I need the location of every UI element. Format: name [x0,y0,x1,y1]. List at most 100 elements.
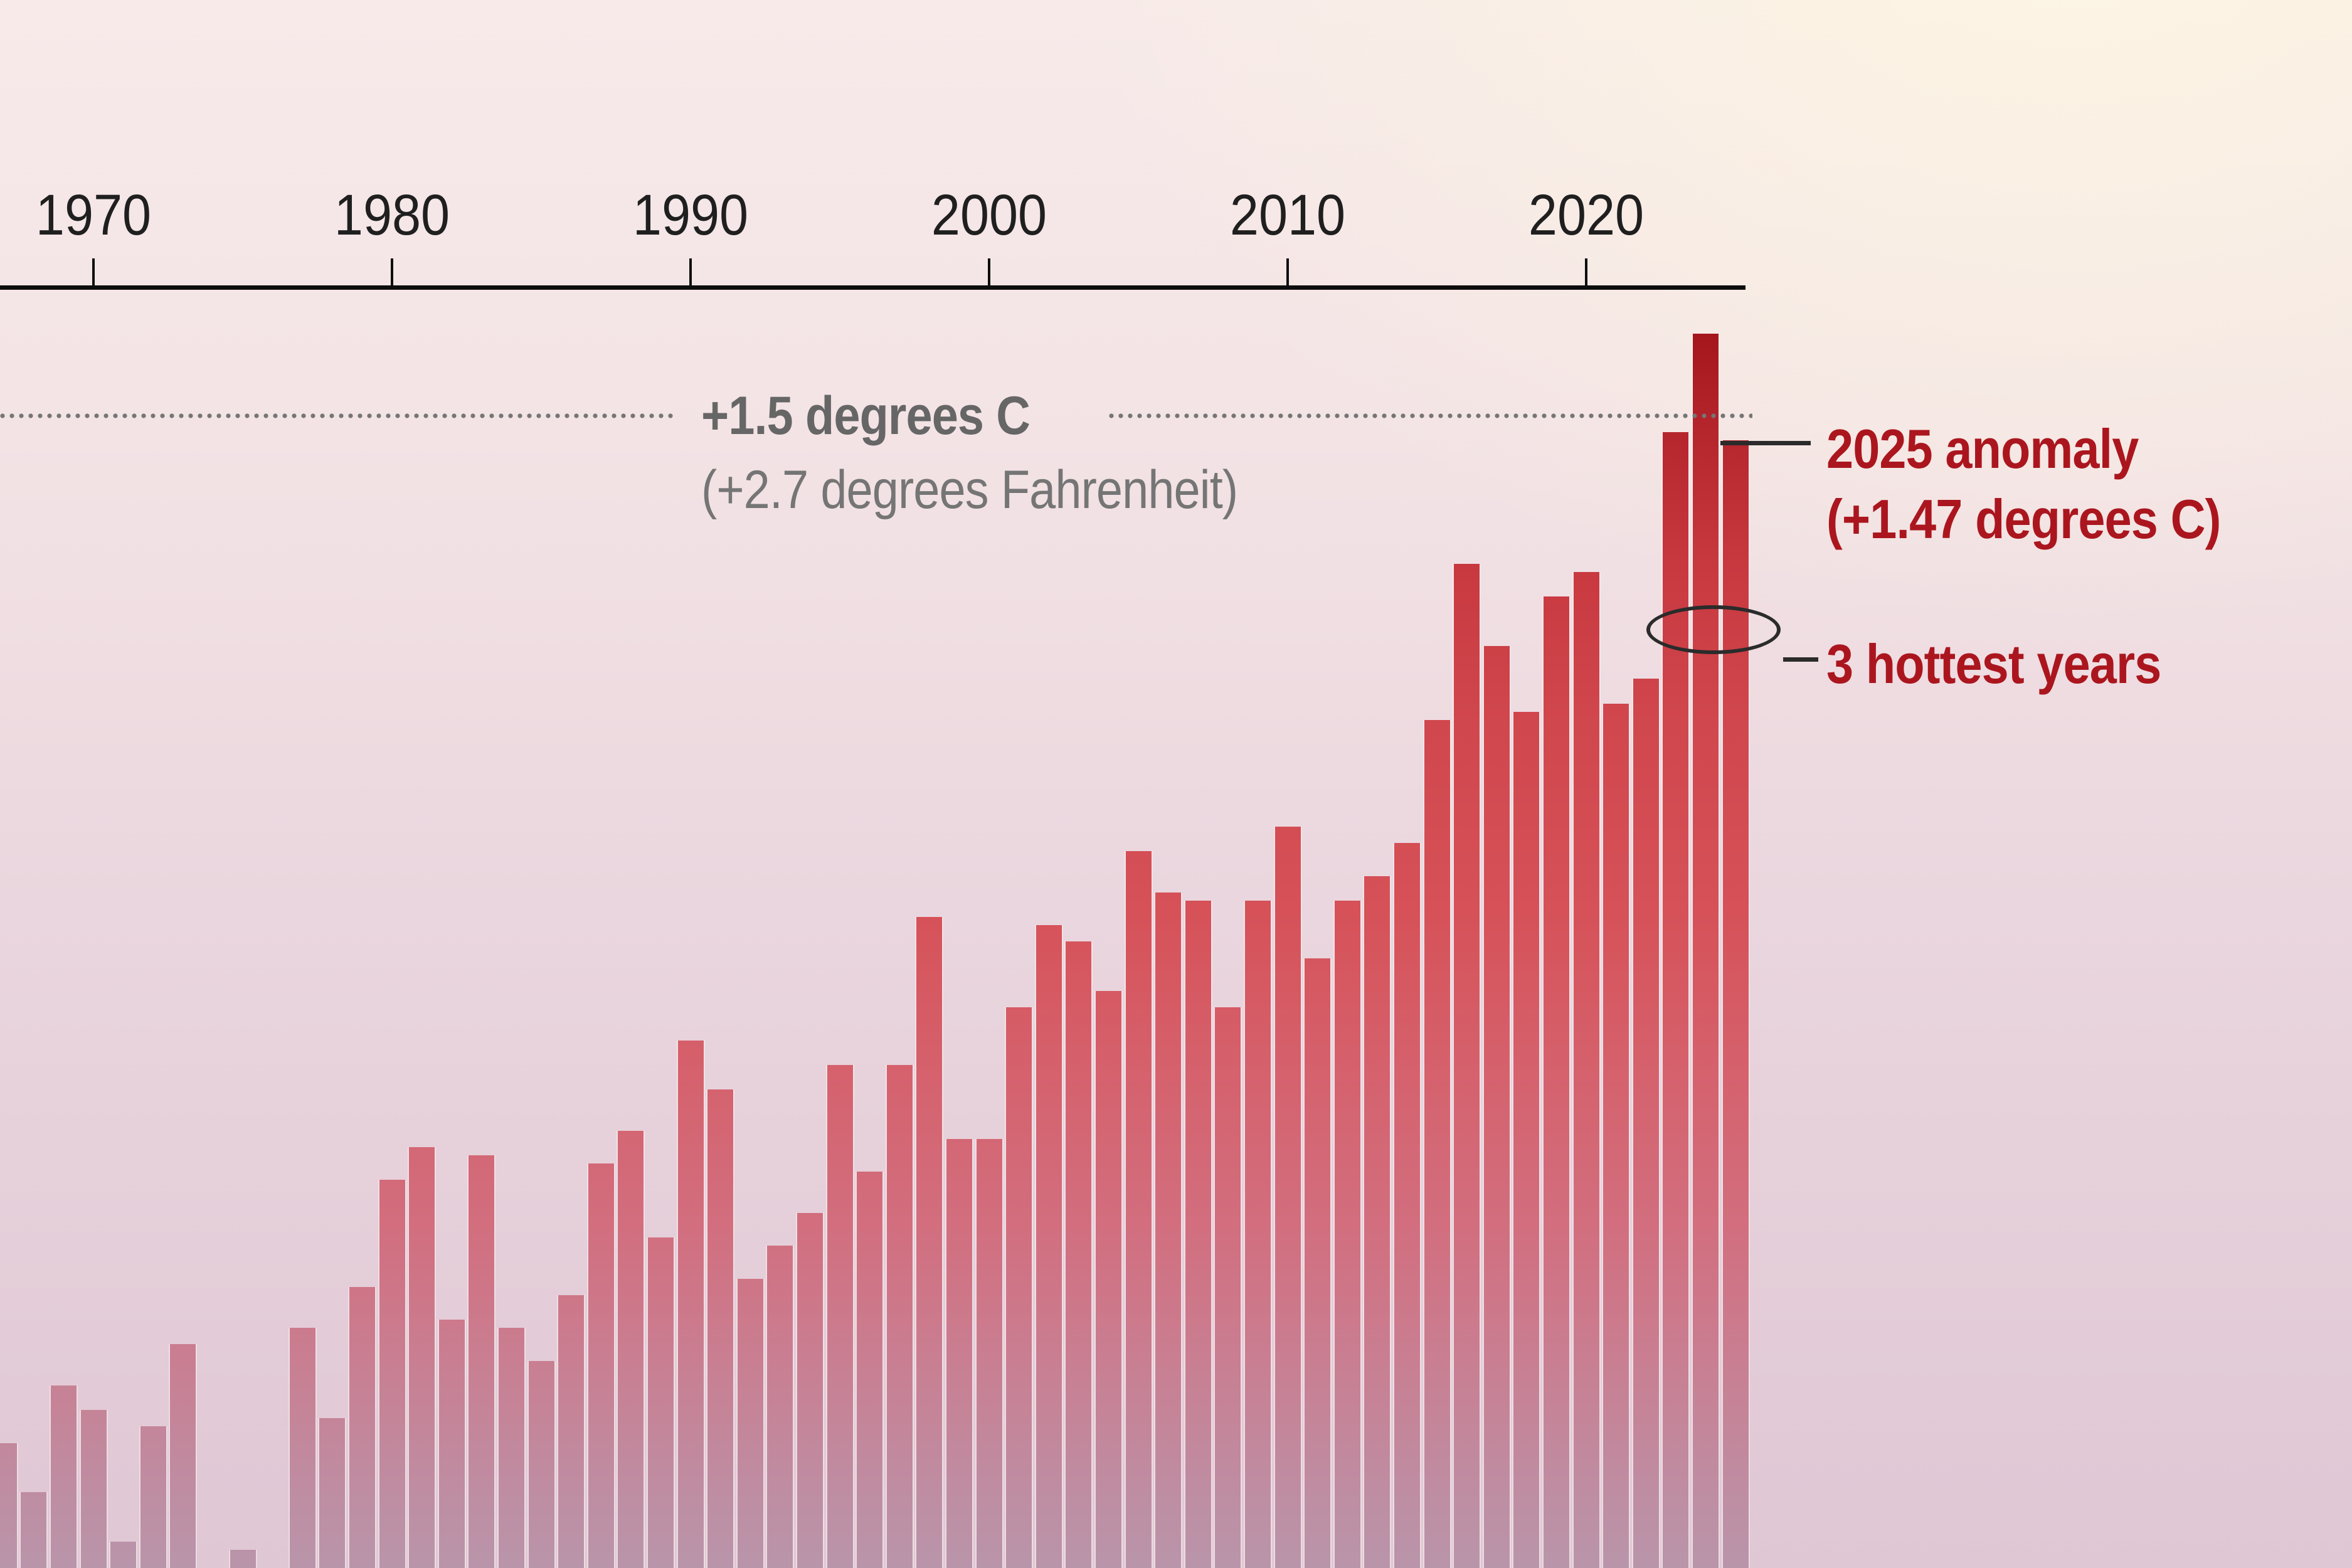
bar-1970 [79,1410,108,1568]
bar-2005 [1124,851,1153,1568]
bar-1969 [49,1385,78,1568]
bar-1987 [586,1163,615,1568]
bar-fill-1969 [50,1385,77,1568]
bar-2024 [1691,334,1720,1568]
bar-fill-1993 [767,1246,793,1568]
bar-1993 [766,1246,795,1568]
bar-fill-1979 [349,1286,375,1568]
bar-2013 [1363,876,1392,1568]
bar-1979 [347,1286,376,1568]
bar-1997 [885,1064,914,1568]
axis-tick-1990 [689,258,692,285]
bar-fill-1984 [498,1328,524,1568]
bar-fill-2019 [1543,596,1569,1568]
bar-1984 [497,1328,526,1568]
bar-2007 [1184,900,1212,1568]
bar-1995 [825,1064,854,1568]
bar-fill-1992 [737,1278,763,1568]
bar-fill-2002 [1036,925,1062,1568]
bar-2003 [1064,941,1093,1568]
bar-1986 [557,1295,586,1568]
bar-1975 [228,1549,257,1568]
bar-fill-2004 [1095,991,1121,1568]
bar-fill-1975 [230,1549,256,1568]
bar-1967 [0,1443,18,1568]
bar-fill-1977 [289,1328,315,1568]
bar-1992 [736,1278,765,1568]
bar-fill-2023 [1663,432,1689,1568]
bar-fill-1968 [21,1492,47,1568]
axis-tick-2020 [1585,258,1587,285]
bar-1985 [527,1360,556,1568]
axis-tick-label-1990: 1990 [632,183,749,247]
bar-1973 [169,1344,198,1568]
bar-1990 [676,1040,705,1568]
bar-2022 [1631,679,1660,1568]
bar-2004 [1094,991,1123,1568]
bar-1991 [706,1089,735,1568]
reference-line-label: +1.5 degrees C [701,386,1030,446]
bar-2006 [1154,892,1183,1568]
bar-2000 [975,1138,1004,1568]
bar-1972 [139,1426,167,1568]
bar-1980 [378,1180,406,1568]
bar-fill-1980 [379,1180,405,1568]
bar-2009 [1243,900,1272,1568]
x-axis-line [0,285,1745,290]
axis-tick-label-2010: 2010 [1229,183,1346,247]
hottest-years-label: 3 hottest years [1826,633,2161,695]
bar-1996 [856,1172,884,1568]
bar-2011 [1303,958,1332,1568]
bar-fill-2006 [1155,892,1182,1568]
axis-tick-2010 [1286,258,1289,285]
bar-1978 [318,1418,347,1568]
bar-fill-2018 [1513,711,1540,1568]
bar-fill-1996 [857,1172,883,1568]
bar-1981 [408,1147,437,1568]
axis-tick-2000 [988,258,990,285]
bar-2016 [1453,563,1481,1568]
bar-fill-1978 [319,1418,346,1568]
bar-fill-1972 [140,1426,166,1568]
bar-2017 [1482,645,1511,1568]
bar-fill-1991 [707,1089,734,1568]
bar-fill-2000 [976,1138,1002,1568]
hottest-connector-line [1783,657,1818,662]
bar-2010 [1273,827,1302,1568]
bar-fill-1995 [827,1064,853,1568]
bar-fill-1990 [677,1040,704,1568]
bar-2015 [1422,719,1451,1568]
bar-1998 [915,917,944,1568]
anomaly-2025-label-line1: 2025 anomaly [1826,418,2139,480]
bar-fill-2024 [1692,334,1719,1568]
axis-tick-label-1970: 1970 [35,183,152,247]
bar-fill-2021 [1603,703,1629,1568]
bar-fill-2016 [1454,563,1480,1568]
bar-1999 [945,1138,973,1568]
bar-fill-2020 [1573,571,1599,1568]
bar-2014 [1392,843,1421,1568]
anomaly-2025-label-line2: (+1.47 degrees C) [1826,488,2221,550]
bar-fill-2005 [1125,851,1152,1568]
bar-fill-1970 [80,1410,107,1568]
bar-fill-1983 [469,1155,495,1568]
bar-2018 [1512,711,1541,1568]
bar-fill-2009 [1244,900,1271,1568]
bar-2021 [1602,703,1631,1568]
bar-fill-2012 [1334,900,1360,1568]
bar-fill-2007 [1185,900,1211,1568]
bar-1983 [467,1155,496,1568]
reference-line-sublabel: (+2.7 degrees Fahrenheit) [701,460,1238,520]
bar-fill-1989 [647,1237,674,1568]
bar-fill-2003 [1066,941,1092,1568]
bar-fill-1999 [946,1138,972,1568]
bar-fill-1985 [528,1360,554,1568]
bar-1988 [617,1130,645,1568]
bar-fill-2015 [1424,719,1450,1568]
bar-1989 [646,1237,675,1568]
bar-fill-2010 [1274,827,1301,1568]
bar-fill-1997 [886,1064,913,1568]
bar-fill-1967 [0,1443,17,1568]
bar-fill-2022 [1633,679,1659,1568]
